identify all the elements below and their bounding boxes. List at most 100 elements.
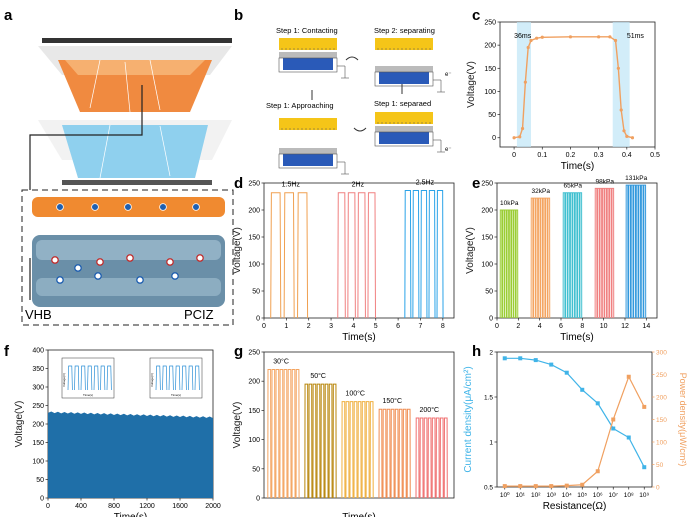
x-tick-label: 14 <box>642 323 650 330</box>
step-separated-label: Step 1: separaed <box>374 99 431 108</box>
data-point <box>540 35 544 39</box>
panel-b-mechanism: Step 1: Contacting Step 2: separating St… <box>266 26 452 175</box>
cell-frame <box>278 153 338 169</box>
top-electrode-plate <box>42 38 232 43</box>
step-separating-label: Step 2: separating <box>374 26 435 35</box>
x-axis-label: Resistance(Ω) <box>543 501 607 512</box>
y-axis-label: Current density(μA/cm²) <box>463 366 474 472</box>
ion-marker <box>56 276 64 284</box>
x-tick-label: 4 <box>538 323 542 330</box>
panel-label-e: e <box>472 175 480 192</box>
ion-marker <box>94 272 102 280</box>
data-point <box>564 370 569 375</box>
x-tick-label: 1200 <box>139 503 155 510</box>
panel-label-h: h <box>472 343 481 360</box>
dielectric <box>279 148 337 154</box>
data-point <box>512 136 516 140</box>
x-tick-label: 10⁷ <box>608 492 618 499</box>
electron-marker <box>124 203 132 211</box>
y-tick-label: 350 <box>32 366 44 373</box>
y-tick-label: 100 <box>248 262 260 269</box>
x-tick-label: 2 <box>307 323 311 330</box>
ion-marker <box>74 264 82 272</box>
y-tick-label: 1.5 <box>484 395 493 402</box>
y-axis-label: Voltage(V) <box>232 402 243 449</box>
data-point <box>568 35 573 39</box>
pulse-train <box>594 187 615 319</box>
ion-marker <box>136 276 144 284</box>
y-tick-label: 50 <box>252 466 260 473</box>
mechanism-cells: e⁻ e⁻ <box>278 38 452 175</box>
x-tick-label: 6 <box>396 323 400 330</box>
x-tick-label: 0.1 <box>537 152 547 159</box>
cell-frame <box>374 131 434 147</box>
data-point <box>502 356 507 361</box>
vhb-label: VHB <box>25 307 52 322</box>
ionic-layer <box>283 154 333 166</box>
y-axis-label: Voltage(V) <box>232 227 243 274</box>
electron-flow-label: e⁻ <box>445 147 452 153</box>
series-line <box>504 375 645 487</box>
ion-marker <box>96 258 104 266</box>
series-label: 30°C <box>273 358 289 366</box>
x-tick-label: 10⁸ <box>624 492 634 499</box>
x-tick-label: 5 <box>374 323 378 330</box>
data-point <box>597 35 601 39</box>
zoom-box <box>21 189 234 326</box>
inset-y-label: Voltage(V) <box>150 373 154 387</box>
top-electrode <box>279 38 337 50</box>
y-tick-label: 150 <box>248 235 260 242</box>
series-label: 32kPa <box>532 188 551 195</box>
data-point <box>523 80 527 84</box>
cell-frame <box>278 57 338 73</box>
data-point <box>549 362 554 367</box>
data-point <box>613 38 618 43</box>
series-label: 50°C <box>310 372 326 380</box>
pulse-train <box>625 184 647 319</box>
x-tick-label: 6 <box>559 323 563 330</box>
top-electrode <box>375 38 433 50</box>
pulse-train <box>404 190 444 319</box>
inset-y-label: Voltage(V) <box>62 373 66 387</box>
blue-layer <box>62 125 208 178</box>
pulse-train <box>378 408 411 499</box>
y-axis-label: Voltage(V) <box>465 227 476 274</box>
series-label: 1.5Hz <box>282 182 301 189</box>
x-tick-label: 2000 <box>205 503 221 510</box>
y-axis-label: Voltage(V) <box>14 401 25 448</box>
ion-markers <box>51 203 204 284</box>
x-tick-label: 0.5 <box>650 152 660 159</box>
x-tick-label: 10² <box>531 492 541 499</box>
y-tick-label: 250 <box>32 403 44 410</box>
series-label: 100°C <box>345 390 365 398</box>
x-tick-label: 800 <box>108 503 120 510</box>
series-label: 10kPa <box>500 200 519 207</box>
panel-label-g: g <box>234 343 243 360</box>
y-tick-label: 0 <box>40 496 44 503</box>
y-tick-label: 50 <box>488 112 496 119</box>
x-tick-label: 0.4 <box>622 152 632 159</box>
y-tick-label: 50 <box>36 477 44 484</box>
data-point <box>608 35 612 39</box>
ionic-layer <box>283 58 333 70</box>
data-point <box>626 374 631 379</box>
y2-tick-label: 50 <box>656 462 664 469</box>
data-point <box>520 126 525 131</box>
top-electrode <box>279 118 337 130</box>
data-point <box>630 136 635 140</box>
y2-tick-label: 250 <box>656 372 667 379</box>
x-tick-label: 7 <box>419 323 423 330</box>
pulse-train <box>562 192 583 319</box>
data-point <box>616 66 620 70</box>
data-point <box>642 404 647 409</box>
rise-time-annotation: 36ms <box>514 33 532 40</box>
data-point <box>526 45 530 50</box>
data-point <box>611 426 616 431</box>
inset-pulses <box>67 365 112 391</box>
data-point <box>533 484 538 489</box>
step-contacting-label: Step 1: Contacting <box>276 26 338 35</box>
x-axis-label: Time(s) <box>342 512 376 517</box>
panel-label-b: b <box>234 7 243 24</box>
inset-x-label: Time(s) <box>83 393 93 397</box>
pulse-train <box>267 369 300 499</box>
